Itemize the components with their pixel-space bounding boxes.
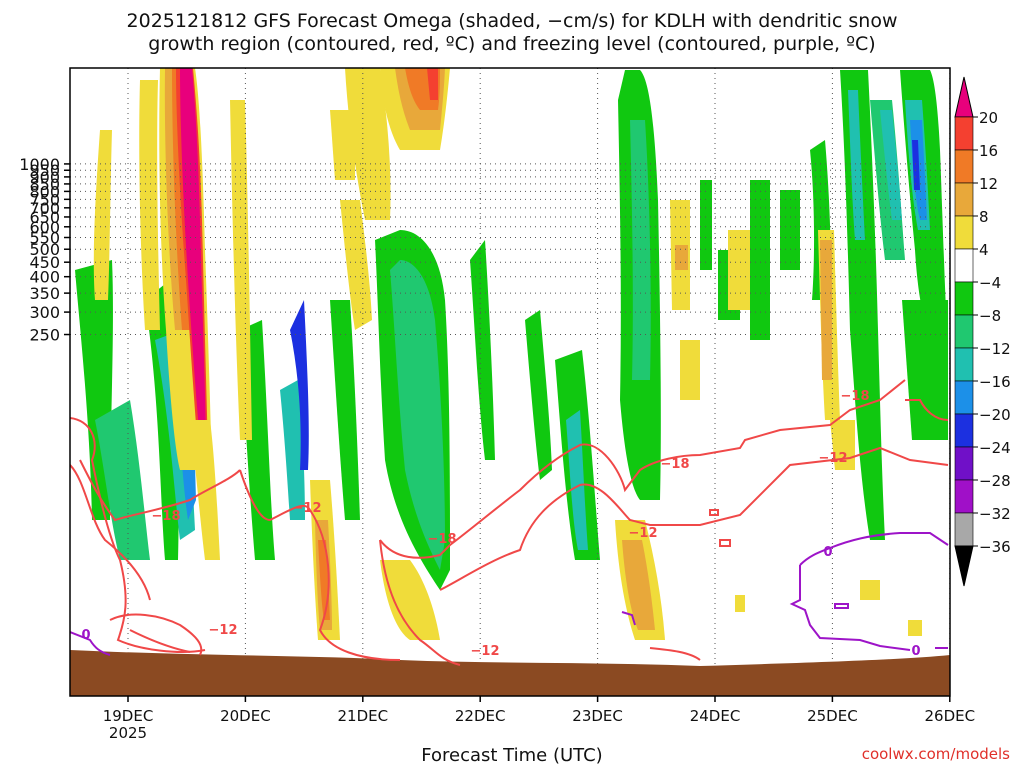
y-tick-label: 700 [29,199,60,218]
red-contour-label: −12 [471,644,500,659]
red-contour-label: −12 [629,526,658,541]
colorbar-label: −8 [979,307,1001,325]
red-contour-label: −18 [428,532,457,547]
purple-contour-label: 0 [81,628,90,643]
purple-contour-label: 0 [823,545,832,560]
red-contour-labels: −18 −12 −18 −12 −18 −12 −12 −18 −12 [152,389,870,659]
x-tick-label: 24DEC [690,707,741,725]
colorbar-label: 12 [979,175,998,193]
y-tick-label: 650 [29,208,60,227]
x-axis: 19DEC 20DEC 21DEC 22DEC 23DEC 24DEC 25DEC 26DEC… [103,696,975,742]
colorbar-label: −20 [979,406,1011,424]
colorbar-label: −36 [979,538,1011,556]
freezing-level-contours [70,532,949,656]
y-tick-label: 250 [29,326,60,345]
colorbar-label: −12 [979,340,1011,358]
y-tick-label: 400 [29,268,60,287]
plot-area: −18 −12 −18 −12 −18 −12 −12 −18 −12 0 0 0 [70,68,950,696]
grid-lines [70,68,950,696]
colorbar-segment [954,347,974,382]
colorbar: 20 16 12 8 4 −4 −8 −12 −16 −20 −24 −28 −32 −36 [954,76,1011,587]
purple-contour-labels: 0 0 0 [81,545,920,659]
colorbar-segment [954,512,974,547]
x-tick-label: 22DEC [455,707,506,725]
colorbar-top-arrow [954,76,974,118]
y-tick-label: 450 [29,253,60,272]
colorbar-bottom-arrow [954,545,974,587]
y-tick-label: 300 [29,303,60,322]
red-contour-label: −18 [661,457,690,472]
colorbar-segment [954,380,974,415]
red-contour-label: −18 [841,389,870,404]
y-tick-label: 900 [29,168,60,187]
purple-contour-label: 0 [911,644,920,659]
colorbar-segment [954,479,974,514]
x-axis-label: Forecast Time (UTC) [421,745,603,766]
y-axis: 250 3003504004505005506006507007508008509… [19,155,70,345]
colorbar-label: 8 [979,208,989,226]
y-tick-label: 350 [29,284,60,303]
red-contour-label: −12 [293,501,322,516]
red-contour-label: −12 [819,451,848,466]
x-tick-label: 25DEC [807,707,858,725]
colorbar-segment [954,182,974,217]
x-tick-label: 23DEC [572,707,623,725]
chart-title-line-2: growth region (contoured, red, ºC) and f… [148,33,876,55]
y-tick-label: 800 [29,182,60,201]
y-tick-label: 950 [29,161,60,180]
y-tick-label: 600 [29,218,60,237]
colorbar-label: −4 [979,274,1001,292]
y-tick-label: 500 [29,240,60,259]
y-tick-label: 1000 [19,155,60,174]
colorbar-segment [954,248,974,283]
colorbar-label: 16 [979,142,998,160]
colorbar-segment [954,281,974,316]
x-year-label: 2025 [109,724,147,742]
chart-title-line-1: 2025121812 GFS Forecast Omega (shaded, −… [126,10,898,32]
colorbar-segment [954,413,974,448]
colorbar-segment [954,116,974,151]
x-tick-label: 19DEC [103,707,154,725]
colorbar-label: −28 [979,472,1011,490]
y-tick-label: 750 [29,190,60,209]
y-tick-label: 550 [29,229,60,248]
x-tick-label: 21DEC [338,707,389,725]
colorbar-label: 20 [979,109,998,127]
ground-shading [70,650,950,696]
colorbar-segment [954,215,974,250]
x-tick-label: 26DEC [925,707,976,725]
site-credit: coolwx.com/models [861,745,1010,763]
plot-background [70,68,950,696]
colorbar-label: 4 [979,241,989,259]
red-contour-label: −12 [209,623,238,638]
x-tick-label: 20DEC [220,707,271,725]
omega-shading [75,68,948,640]
colorbar-segment [954,446,974,481]
plot-frame [69,67,951,697]
dgz-contours [70,379,949,666]
y-tick-label: 850 [29,175,60,194]
colorbar-label: −16 [979,373,1011,391]
colorbar-label: −32 [979,505,1011,523]
colorbar-segment [954,314,974,349]
red-contour-label: −18 [152,509,181,524]
colorbar-label: −24 [979,439,1011,457]
colorbar-segment [954,149,974,184]
